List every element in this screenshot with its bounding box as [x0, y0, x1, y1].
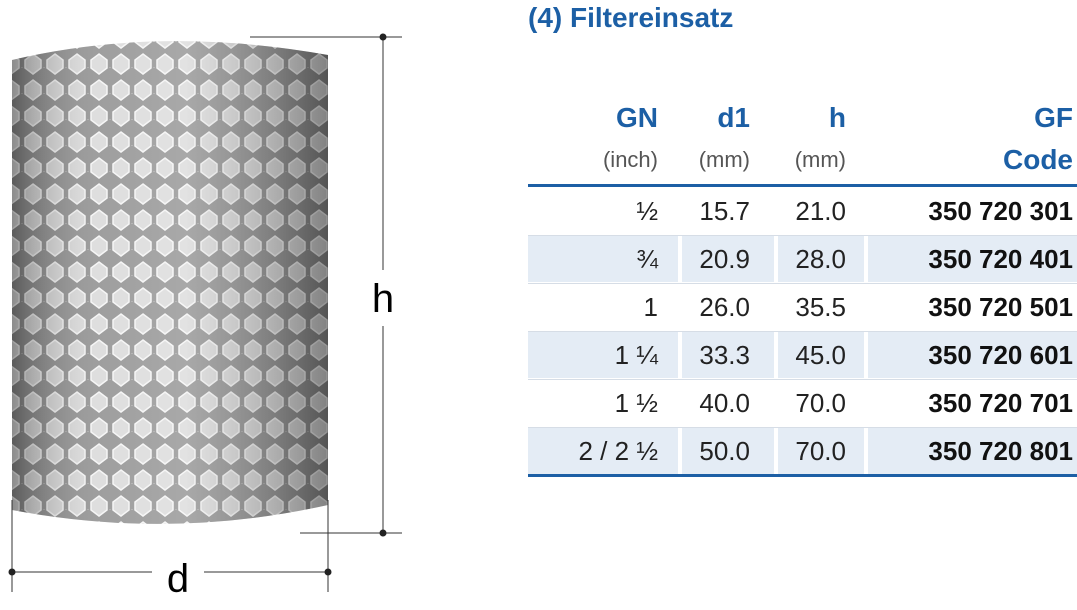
header-rule	[528, 184, 1077, 187]
bottom-rule	[528, 474, 1077, 477]
diameter-label: d	[167, 557, 189, 601]
row-shading	[868, 332, 1077, 378]
mesh-shading	[12, 41, 328, 524]
code-cell: 350 720 801	[928, 436, 1073, 466]
row-shading	[528, 428, 678, 474]
cell: 35.5	[795, 292, 846, 322]
cell: 26.0	[699, 292, 750, 322]
row-divider	[528, 379, 1077, 380]
cell: 15.7	[699, 196, 750, 226]
column-header: GF	[1034, 102, 1073, 133]
dimension-dots	[8, 33, 387, 576]
cell: 20.9	[699, 244, 750, 274]
row-shading	[528, 236, 678, 282]
code-cell: 350 720 401	[928, 244, 1073, 274]
column-subheader: Code	[1003, 144, 1073, 175]
cell: 28.0	[795, 244, 846, 274]
product-drawing: h d	[8, 33, 408, 601]
cell: 45.0	[795, 340, 846, 370]
code-cell: 350 720 501	[928, 292, 1073, 322]
cell: 50.0	[699, 436, 750, 466]
cell: ½	[636, 196, 658, 226]
cell: 1 ½	[614, 388, 658, 418]
code-cell: 350 720 301	[928, 196, 1073, 226]
title: (4) Filtereinsatz	[528, 2, 734, 33]
column-subheader: (mm)	[698, 147, 750, 172]
cell: 33.3	[699, 340, 750, 370]
cell: 1	[643, 292, 658, 322]
row-shading	[682, 332, 774, 378]
row-shading	[778, 332, 864, 378]
row-shading	[682, 236, 774, 282]
column-header: d1	[717, 102, 750, 133]
column-subheader: (inch)	[602, 147, 658, 172]
row-shading	[868, 428, 1077, 474]
cell: 2 / 2 ½	[578, 436, 659, 466]
cell: 70.0	[795, 388, 846, 418]
row-shading	[528, 332, 678, 378]
cell: 21.0	[795, 196, 846, 226]
row-divider	[528, 235, 1077, 236]
row-shading	[778, 428, 864, 474]
cell: 70.0	[795, 436, 846, 466]
cell: 1 ¼	[614, 340, 658, 370]
code-cell: 350 720 701	[928, 388, 1073, 418]
column-header: GN	[616, 102, 658, 133]
column-subheader: (mm)	[794, 147, 846, 172]
row-shading	[682, 428, 774, 474]
cell: 40.0	[699, 388, 750, 418]
code-cell: 350 720 601	[928, 340, 1073, 370]
row-divider	[528, 283, 1077, 284]
row-shading	[778, 236, 864, 282]
row-divider	[528, 331, 1077, 332]
row-divider	[528, 427, 1077, 428]
cell: ¾	[636, 244, 658, 274]
column-header: h	[828, 102, 846, 133]
table: GN (inch) d1 (mm) h (mm) GF Code ½ 15.7 21.0 350 72…	[528, 0, 1077, 610]
row-shading	[868, 236, 1077, 282]
height-label: h	[372, 277, 394, 321]
